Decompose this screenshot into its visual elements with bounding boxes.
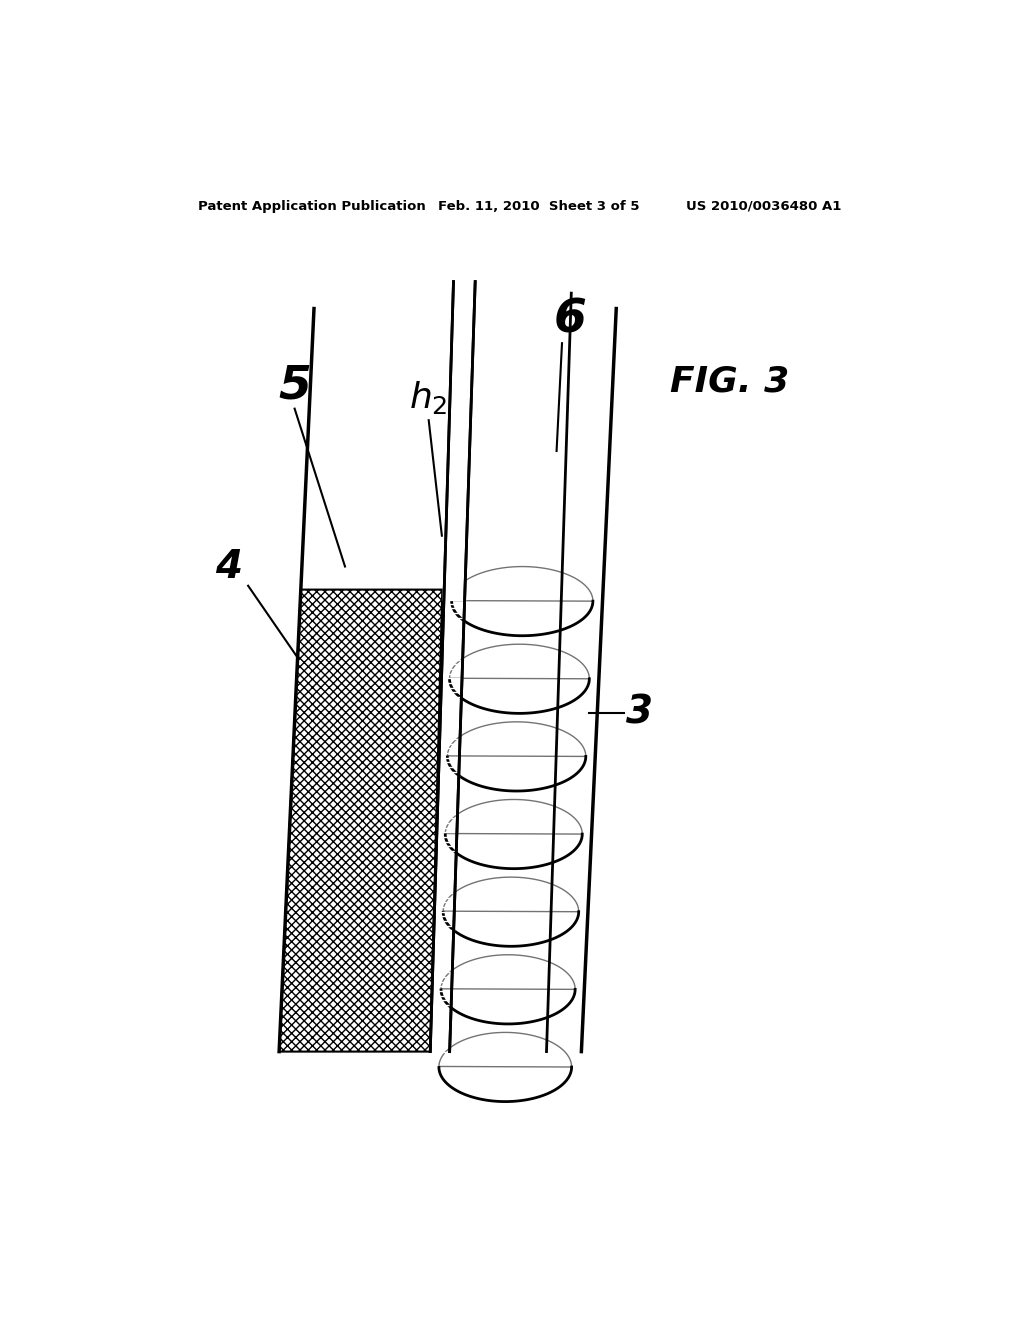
Polygon shape — [280, 590, 442, 1052]
Polygon shape — [442, 578, 467, 601]
Text: Feb. 11, 2010  Sheet 3 of 5: Feb. 11, 2010 Sheet 3 of 5 — [438, 199, 640, 213]
Text: 4: 4 — [215, 548, 243, 586]
Text: 6: 6 — [553, 297, 586, 343]
Text: $h_2$: $h_2$ — [410, 379, 447, 416]
Text: FIG. 3: FIG. 3 — [671, 364, 790, 399]
Text: 5: 5 — [279, 363, 311, 408]
Text: Patent Application Publication: Patent Application Publication — [198, 199, 426, 213]
Text: US 2010/0036480 A1: US 2010/0036480 A1 — [686, 199, 842, 213]
Text: 3: 3 — [626, 694, 653, 731]
